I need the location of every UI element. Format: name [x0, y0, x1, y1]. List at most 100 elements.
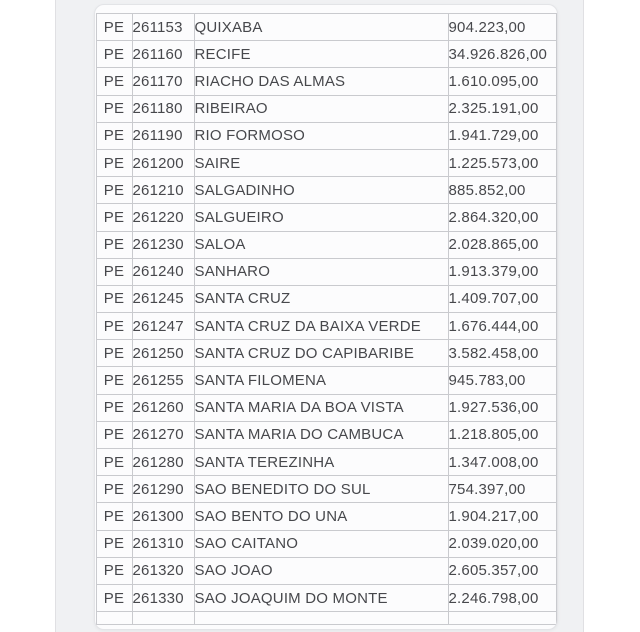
cell-municipality: RIO FORMOSO: [193, 121, 449, 150]
table-row: PE 261230 SALOA 2.028.865,00: [95, 230, 557, 259]
cell-municipality: SALGADINHO: [193, 176, 449, 205]
cell-value: 1.941.729,00: [447, 121, 557, 150]
cell-code: 261300: [131, 502, 195, 531]
cell-code: 261220: [131, 203, 195, 232]
cell-code: 261160: [131, 40, 195, 69]
table-row: PE 261190 RIO FORMOSO 1.941.729,00: [95, 121, 557, 150]
cell-state: PE: [95, 447, 133, 477]
cell-state: PE: [95, 12, 133, 42]
table-row: PE 261240 SANHARO 1.913.379,00: [95, 257, 557, 286]
cell-municipality: SAO JOAQUIM DO MONTE: [193, 583, 449, 613]
cell-state: PE: [95, 176, 133, 205]
table-row: PE 261310 SAO CAITANO 2.039.020,00: [95, 529, 557, 558]
cell-value: 1.347.008,00: [447, 447, 557, 477]
cell-municipality: RECIFE: [193, 40, 449, 69]
cell-code: 261200: [131, 148, 195, 178]
cell-municipality: RIACHO DAS ALMAS: [193, 67, 449, 96]
table-row: PE 261153 QUIXABA 904.223,00: [95, 12, 557, 42]
cell-municipality-empty: [193, 611, 449, 626]
cell-state: PE: [95, 475, 133, 504]
cell-state: PE: [95, 420, 133, 450]
cell-value: 1.904.217,00: [447, 502, 557, 531]
cell-code: 261270: [131, 420, 195, 450]
cell-code: 261310: [131, 529, 195, 558]
table-row: PE 261247 SANTA CRUZ DA BAIXA VERDE 1.67…: [95, 312, 557, 341]
table-row: PE 261210 SALGADINHO 885.852,00: [95, 176, 557, 205]
cell-value: 2.246.798,00: [447, 583, 557, 613]
cell-municipality: SAIRE: [193, 148, 449, 178]
cell-municipality: SANHARO: [193, 257, 449, 286]
cell-code: 261320: [131, 556, 195, 585]
cell-state: PE: [95, 230, 133, 259]
cell-municipality: SANTA CRUZ: [193, 284, 449, 314]
table-body: PE 261153 QUIXABA 904.223,00 PE 261160 R…: [95, 12, 557, 613]
cell-code: 261153: [131, 12, 195, 42]
cell-code: 261260: [131, 393, 195, 422]
cell-value: 1.610.095,00: [447, 67, 557, 96]
cell-value: 754.397,00: [447, 475, 557, 504]
cell-value: 1.913.379,00: [447, 257, 557, 286]
table-card: PE 261153 QUIXABA 904.223,00 PE 261160 R…: [94, 4, 558, 630]
table-row: PE 261260 SANTA MARIA DA BOA VISTA 1.927…: [95, 393, 557, 422]
cell-code: 261250: [131, 339, 195, 368]
cell-state: PE: [95, 502, 133, 531]
cell-municipality: SALGUEIRO: [193, 203, 449, 232]
cell-state: PE: [95, 121, 133, 150]
cell-code: 261255: [131, 366, 195, 395]
cell-state: PE: [95, 393, 133, 422]
cell-code: 261170: [131, 67, 195, 96]
cell-value: 904.223,00: [447, 12, 557, 42]
table-row: PE 261160 RECIFE 34.926.826,00: [95, 40, 557, 69]
cell-state: PE: [95, 257, 133, 286]
cell-value: 1.676.444,00: [447, 312, 557, 341]
cell-value: 2.039.020,00: [447, 529, 557, 558]
cell-code: 261245: [131, 284, 195, 314]
cell-code: 261247: [131, 312, 195, 341]
table-row: PE 261220 SALGUEIRO 2.864.320,00: [95, 203, 557, 232]
cell-state: PE: [95, 529, 133, 558]
cell-state: PE: [95, 284, 133, 314]
cell-state: PE: [95, 312, 133, 341]
cell-state: PE: [95, 67, 133, 96]
cell-code: 261210: [131, 176, 195, 205]
cell-value: 945.783,00: [447, 366, 557, 395]
cell-state: PE: [95, 339, 133, 368]
cell-value: 1.218.805,00: [447, 420, 557, 450]
cell-state: PE: [95, 94, 133, 123]
cell-municipality: QUIXABA: [193, 12, 449, 42]
cell-value: 1.225.573,00: [447, 148, 557, 178]
cell-code: 261190: [131, 121, 195, 150]
table-row: PE 261180 RIBEIRAO 2.325.191,00: [95, 94, 557, 123]
table-row: PE 261245 SANTA CRUZ 1.409.707,00: [95, 284, 557, 314]
cell-municipality: SAO BENTO DO UNA: [193, 502, 449, 531]
cell-state: PE: [95, 556, 133, 585]
cell-code: 261330: [131, 583, 195, 613]
table-row: PE 261300 SAO BENTO DO UNA 1.904.217,00: [95, 502, 557, 531]
cell-municipality: SANTA MARIA DA BOA VISTA: [193, 393, 449, 422]
cell-municipality: SANTA CRUZ DA BAIXA VERDE: [193, 312, 449, 341]
cell-municipality: SANTA MARIA DO CAMBUCA: [193, 420, 449, 450]
cell-code: 261280: [131, 447, 195, 477]
table-row: PE 261170 RIACHO DAS ALMAS 1.610.095,00: [95, 67, 557, 96]
cell-code: 261230: [131, 230, 195, 259]
cell-municipality: SANTA CRUZ DO CAPIBARIBE: [193, 339, 449, 368]
table-row: PE 261290 SAO BENEDITO DO SUL 754.397,00: [95, 475, 557, 504]
cell-value: 885.852,00: [447, 176, 557, 205]
municipalities-table: PE 261153 QUIXABA 904.223,00 PE 261160 R…: [95, 12, 557, 626]
cell-municipality: SAO JOAO: [193, 556, 449, 585]
cell-value: 2.864.320,00: [447, 203, 557, 232]
cell-municipality: SANTA TEREZINHA: [193, 447, 449, 477]
cell-code: 261180: [131, 94, 195, 123]
cell-code: 261290: [131, 475, 195, 504]
table-row-empty: [95, 611, 557, 626]
cell-value: 2.605.357,00: [447, 556, 557, 585]
cell-state-empty: [95, 611, 133, 626]
cell-state: PE: [95, 583, 133, 613]
cell-state: PE: [95, 203, 133, 232]
cell-state: PE: [95, 40, 133, 69]
cell-municipality: RIBEIRAO: [193, 94, 449, 123]
cell-value: 2.325.191,00: [447, 94, 557, 123]
table-row: PE 261280 SANTA TEREZINHA 1.347.008,00: [95, 447, 557, 477]
table-row: PE 261250 SANTA CRUZ DO CAPIBARIBE 3.582…: [95, 339, 557, 368]
cell-value: 2.028.865,00: [447, 230, 557, 259]
